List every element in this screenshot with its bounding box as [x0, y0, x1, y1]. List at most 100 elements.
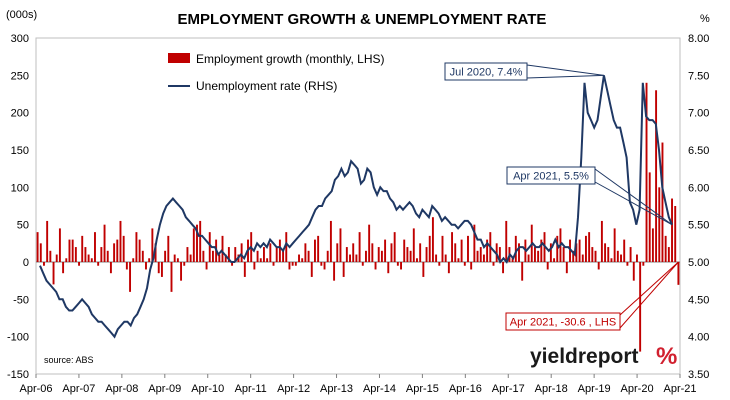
employment-bar	[301, 258, 304, 262]
x-tick-label: Apr-09	[148, 383, 181, 395]
right-tick-label: 5.50	[688, 220, 709, 232]
employment-bar	[451, 232, 454, 262]
employment-bar	[282, 250, 285, 262]
annotation-box	[505, 312, 621, 331]
employment-bar	[256, 250, 259, 262]
annotation-leader	[594, 168, 673, 226]
employment-bar	[125, 262, 128, 270]
employment-bar	[173, 254, 176, 262]
employment-bar	[569, 239, 571, 262]
employment-bar	[129, 262, 132, 292]
employment-bar	[49, 250, 52, 262]
employment-bar	[119, 220, 122, 262]
left-tick-label: -50	[13, 294, 29, 306]
employment-bar	[310, 262, 313, 277]
employment-bar	[597, 262, 600, 270]
employment-bar	[435, 254, 438, 262]
employment-bar	[336, 243, 339, 262]
x-tick-label: Apr-08	[105, 383, 138, 395]
right-tick-label: 5.00	[688, 257, 709, 269]
employment-bar	[581, 254, 584, 262]
employment-bar	[422, 262, 425, 277]
employment-bar	[154, 243, 157, 262]
employment-bar	[100, 247, 103, 262]
employment-bar	[87, 254, 90, 262]
employment-bar	[613, 228, 616, 262]
legend-bar-label: Employment growth (monthly, LHS)	[196, 52, 385, 66]
employment-bar	[342, 262, 345, 277]
employment-bar	[671, 198, 673, 262]
brand-word: yieldreport	[530, 345, 639, 368]
employment-bar	[323, 262, 326, 270]
employment-bar	[52, 262, 55, 285]
employment-bar	[74, 247, 77, 262]
employment-bar	[329, 220, 332, 262]
employment-bar	[486, 239, 489, 262]
employment-bar	[393, 232, 396, 262]
employment-bar	[588, 232, 591, 262]
employment-bar	[180, 262, 183, 281]
employment-bar	[578, 239, 581, 262]
right-tick-label: 3.50	[688, 369, 709, 381]
employment-bar	[677, 262, 680, 285]
employment-bar	[333, 262, 336, 281]
employment-bar	[39, 243, 42, 262]
employment-bar	[527, 254, 530, 262]
employment-bar	[160, 262, 163, 277]
employment-bar	[218, 254, 221, 262]
employment-bar	[390, 243, 393, 262]
employment-bar	[460, 239, 463, 262]
employment-bar	[575, 243, 578, 262]
annotation-box	[444, 62, 528, 81]
employment-bar	[537, 250, 540, 262]
employment-bar	[145, 262, 147, 270]
employment-bar	[183, 262, 186, 266]
employment-bar	[454, 243, 457, 262]
employment-bar	[65, 258, 68, 262]
left-tick-label: 100	[11, 182, 29, 194]
left-axis-unit: (000s)	[6, 9, 37, 21]
employment-bar	[600, 220, 603, 262]
employment-bar	[199, 220, 202, 262]
right-tick-label: 6.00	[688, 182, 709, 194]
employment-bar	[498, 247, 501, 262]
employment-bar	[339, 228, 342, 262]
right-tick-label: 7.00	[688, 108, 709, 120]
employment-bar	[380, 250, 383, 262]
employment-bar	[132, 258, 135, 262]
employment-bar	[384, 239, 387, 262]
employment-bar	[540, 239, 543, 262]
employment-bar	[438, 262, 441, 266]
employment-bar	[505, 220, 508, 262]
employment-bar	[632, 262, 635, 281]
employment-bar	[138, 239, 141, 262]
employment-bar	[584, 235, 587, 262]
employment-bar	[78, 262, 80, 266]
employment-bar	[43, 262, 45, 266]
employment-bar	[272, 262, 275, 266]
employment-bar	[170, 262, 173, 292]
employment-bar	[553, 258, 556, 262]
employment-bar	[262, 247, 265, 262]
brand-percent-icon: %	[656, 343, 677, 370]
employment-bar	[275, 247, 278, 262]
left-tick-label: -100	[7, 332, 29, 344]
employment-bar	[269, 243, 272, 262]
employment-bar	[189, 254, 192, 262]
employment-bar	[176, 258, 179, 262]
employment-bar	[192, 228, 195, 262]
left-tick-label: -150	[7, 369, 29, 381]
employment-bar	[546, 262, 549, 270]
annotation-label: Jul 2020, 7.4%	[450, 67, 523, 79]
employment-bar	[291, 262, 294, 266]
annotations: Jul 2020, 7.4% Apr 2021, 5.5% Apr 2021, -3…	[444, 62, 679, 331]
right-tick-label: 6.50	[688, 145, 709, 157]
employment-bar	[68, 239, 71, 262]
employment-bar	[266, 258, 269, 262]
employment-bar	[307, 250, 310, 262]
employment-bar	[565, 262, 568, 274]
employment-bar	[556, 235, 559, 262]
annotation-leader	[619, 261, 679, 316]
employment-bar	[463, 262, 466, 266]
left-tick-label: 150	[11, 145, 29, 157]
